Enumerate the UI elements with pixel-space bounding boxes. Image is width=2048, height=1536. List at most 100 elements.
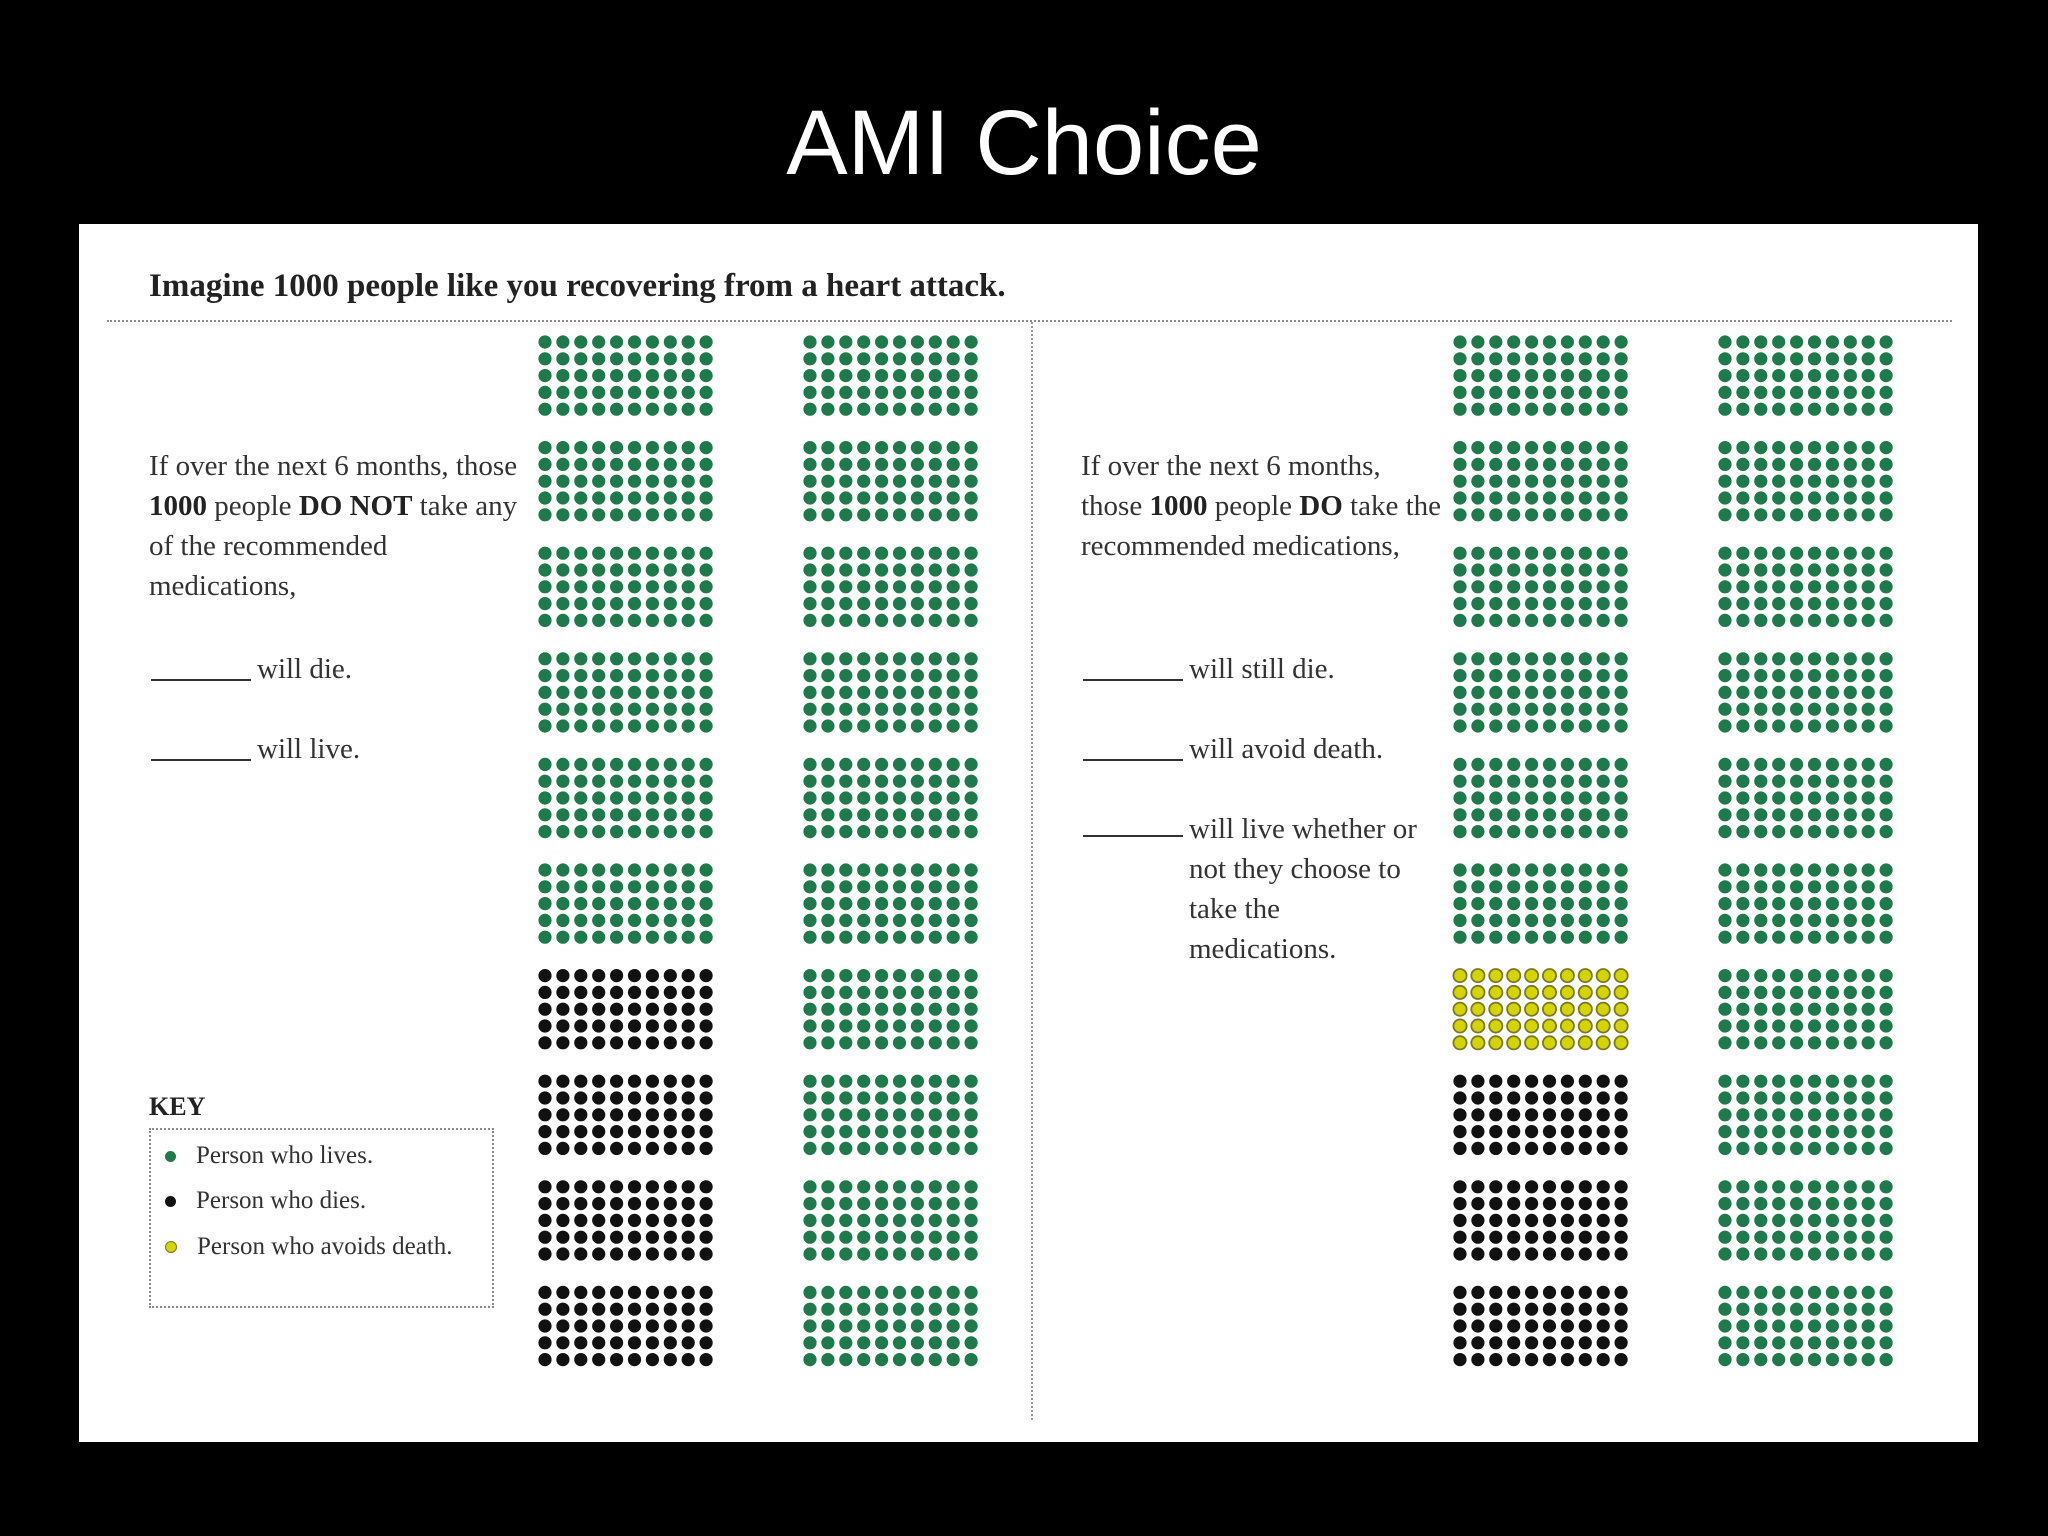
person-dot-lives [627, 352, 642, 366]
person-dot-dies [699, 1180, 713, 1194]
person-dot-lives [857, 969, 871, 983]
person-dot-dies [1525, 1247, 1539, 1261]
person-dot-lives [1825, 863, 1839, 877]
person-dot-dies [663, 1319, 677, 1333]
person-dot-lives [964, 441, 978, 455]
person-dot-lives [1596, 474, 1610, 488]
person-dot-lives [928, 1141, 942, 1155]
person-dot-lives [875, 791, 889, 805]
person-dot-lives [1542, 546, 1557, 560]
person-dot-lives [1542, 880, 1557, 894]
person-dot-dies [1560, 1125, 1574, 1139]
person-dot-lives [1471, 457, 1485, 471]
person-dot-lives [1596, 613, 1610, 627]
fill-in-blank[interactable] [151, 679, 251, 681]
person-dot-lives [1754, 441, 1768, 455]
person-dot-lives [928, 580, 942, 594]
person-dot-lives [1542, 613, 1557, 627]
person-dot-lives [892, 685, 907, 699]
person-dot-lives [928, 1091, 942, 1105]
fill-in-blank[interactable] [151, 759, 251, 761]
person-dot-lives [699, 808, 713, 822]
left-scenario-prompt: If over the next 6 months, those 1000 pe… [149, 450, 518, 602]
person-dot-lives [821, 369, 835, 383]
person-dot-lives [857, 757, 871, 772]
person-dot-dies [538, 1285, 552, 1299]
person-dot-lives [627, 402, 642, 416]
person-dot-lives [1790, 863, 1804, 877]
person-dot-lives [1772, 580, 1786, 594]
black-dot-icon [165, 1195, 176, 1207]
person-dot-lives [803, 897, 817, 911]
person-dot-lives [1542, 563, 1557, 577]
person-dot-lives [1525, 863, 1539, 877]
person-dot-lives [1578, 863, 1592, 877]
person-dot-lives [821, 1336, 835, 1350]
person-dot-lives [574, 441, 588, 455]
person-dot-lives [875, 546, 889, 560]
person-dot-lives [1718, 880, 1732, 894]
person-dot-dies [1578, 1247, 1592, 1261]
fill-in-blank[interactable] [1083, 759, 1183, 761]
person-dot-lives [1560, 825, 1574, 839]
person-dot-lives [1736, 1197, 1750, 1211]
person-dot-lives [1879, 369, 1893, 383]
person-dot-dies [538, 1247, 552, 1261]
person-dot-lives [1825, 1302, 1839, 1316]
person-dot-lives [964, 1002, 978, 1016]
person-dot-dies [663, 1302, 677, 1316]
person-dot-dies [1596, 1180, 1610, 1194]
person-dot-lives [1790, 1353, 1804, 1367]
person-dot-lives [1772, 897, 1786, 911]
person-dot-lives [875, 1125, 889, 1139]
person-dot-lives [1736, 546, 1750, 560]
person-dot-lives [892, 1108, 907, 1122]
person-dot-dies [1471, 1230, 1485, 1244]
person-dot-lives [1560, 546, 1574, 560]
person-dot-lives [699, 930, 713, 944]
person-dot-lives [928, 985, 942, 1000]
person-dot-lives [821, 719, 835, 733]
person-dot-lives [803, 1074, 817, 1088]
person-dot-dies [681, 1213, 695, 1227]
person-dot-lives [875, 385, 889, 399]
person-dot-lives [610, 913, 624, 928]
person-dot-lives [839, 613, 853, 627]
person-dot-lives [892, 613, 907, 627]
person-dot-lives [1790, 808, 1804, 822]
person-dot-dies [1507, 1108, 1521, 1122]
person-dot-lives [1507, 580, 1521, 594]
person-dot-dies [1542, 1074, 1557, 1088]
person-dot-lives [538, 457, 552, 471]
person-dot-lives [1772, 685, 1786, 699]
person-dot-lives [1453, 580, 1467, 594]
fill-in-blank[interactable] [1083, 679, 1183, 681]
person-dot-lives [1507, 791, 1521, 805]
person-dot-lives [910, 508, 925, 522]
person-dot-lives [1489, 880, 1503, 894]
person-dot-lives [1453, 335, 1467, 349]
person-dot-lives [645, 580, 660, 594]
person-dot-lives [592, 457, 606, 471]
person-dot-lives [645, 913, 660, 928]
person-dot-lives [574, 702, 588, 716]
person-dot-lives [538, 808, 552, 822]
person-dot-lives [1843, 402, 1857, 416]
person-dot-lives [1453, 474, 1467, 488]
person-dot-lives [857, 913, 871, 928]
person-dot-lives [1525, 652, 1539, 666]
person-dot-lives [1825, 791, 1839, 805]
person-dot-lives [1453, 546, 1467, 560]
person-dot-lives [574, 508, 588, 522]
person-dot-lives [1560, 563, 1574, 577]
person-dot-lives [1578, 508, 1592, 522]
person-dot-lives [1772, 352, 1786, 366]
person-dot-lives [892, 441, 907, 455]
person-dot-dies [1471, 1213, 1485, 1227]
person-dot-lives [964, 1353, 978, 1367]
person-dot-lives [964, 1125, 978, 1139]
person-dot-lives [1790, 791, 1804, 805]
person-dot-lives [892, 1319, 907, 1333]
person-dot-dies [556, 1125, 570, 1139]
fill-in-blank[interactable] [1083, 835, 1183, 837]
